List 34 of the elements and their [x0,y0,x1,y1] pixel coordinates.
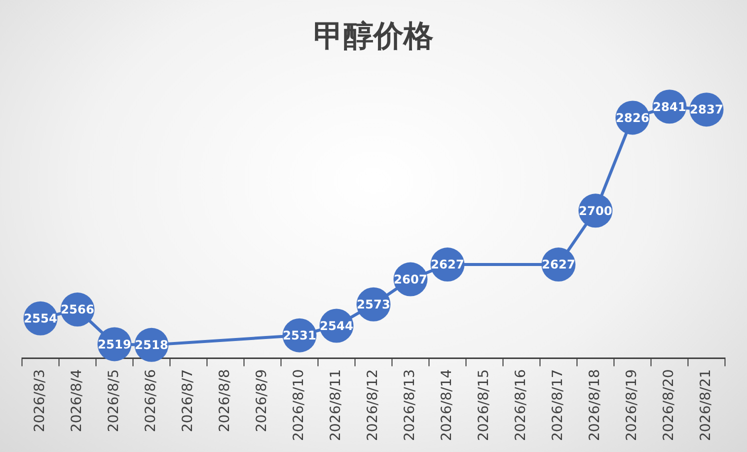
x-tick-label: 2026/8/10 [291,369,308,442]
x-tick-label: 2026/8/12 [365,369,382,442]
x-tick-label: 2026/8/4 [69,369,86,432]
chart-title: 甲醇价格 [312,18,434,56]
x-tick-label: 2026/8/14 [439,369,456,442]
x-tick-label: 2026/8/9 [254,369,270,432]
data-label: 2554 [24,312,58,326]
x-tick-label: 2026/8/7 [180,369,196,432]
data-label: 2700 [578,204,612,218]
x-tick-label: 2026/8/8 [217,369,234,432]
x-tick-label: 2026/8/15 [476,369,492,442]
data-label: 2826 [616,110,650,125]
data-label: 2544 [320,318,354,333]
data-label: 2573 [356,297,390,312]
data-label: 2627 [542,258,576,272]
data-label: 2627 [430,258,464,272]
x-tick-label: 2026/8/18 [587,369,604,442]
data-label: 2531 [282,328,316,342]
x-tick-label: 2026/8/5 [106,369,122,432]
x-tick-label: 2026/8/21 [698,369,714,442]
x-tick-label: 2026/8/6 [143,369,160,432]
x-tick-label: 2026/8/19 [624,369,640,442]
data-label: 2566 [60,302,94,317]
x-tick-label: 2026/8/17 [550,369,566,442]
data-label: 2519 [98,337,132,352]
data-label: 2841 [652,100,686,114]
data-label: 2837 [690,102,724,117]
x-tick-label: 2026/8/16 [513,369,530,442]
x-tick-label: 2026/8/11 [328,369,344,442]
x-tick-label: 2026/8/3 [32,369,48,432]
x-tick-label: 2026/8/20 [661,369,678,442]
data-label: 2518 [134,338,168,352]
x-tick-label: 2026/8/13 [402,369,418,442]
data-label: 2607 [394,272,428,286]
